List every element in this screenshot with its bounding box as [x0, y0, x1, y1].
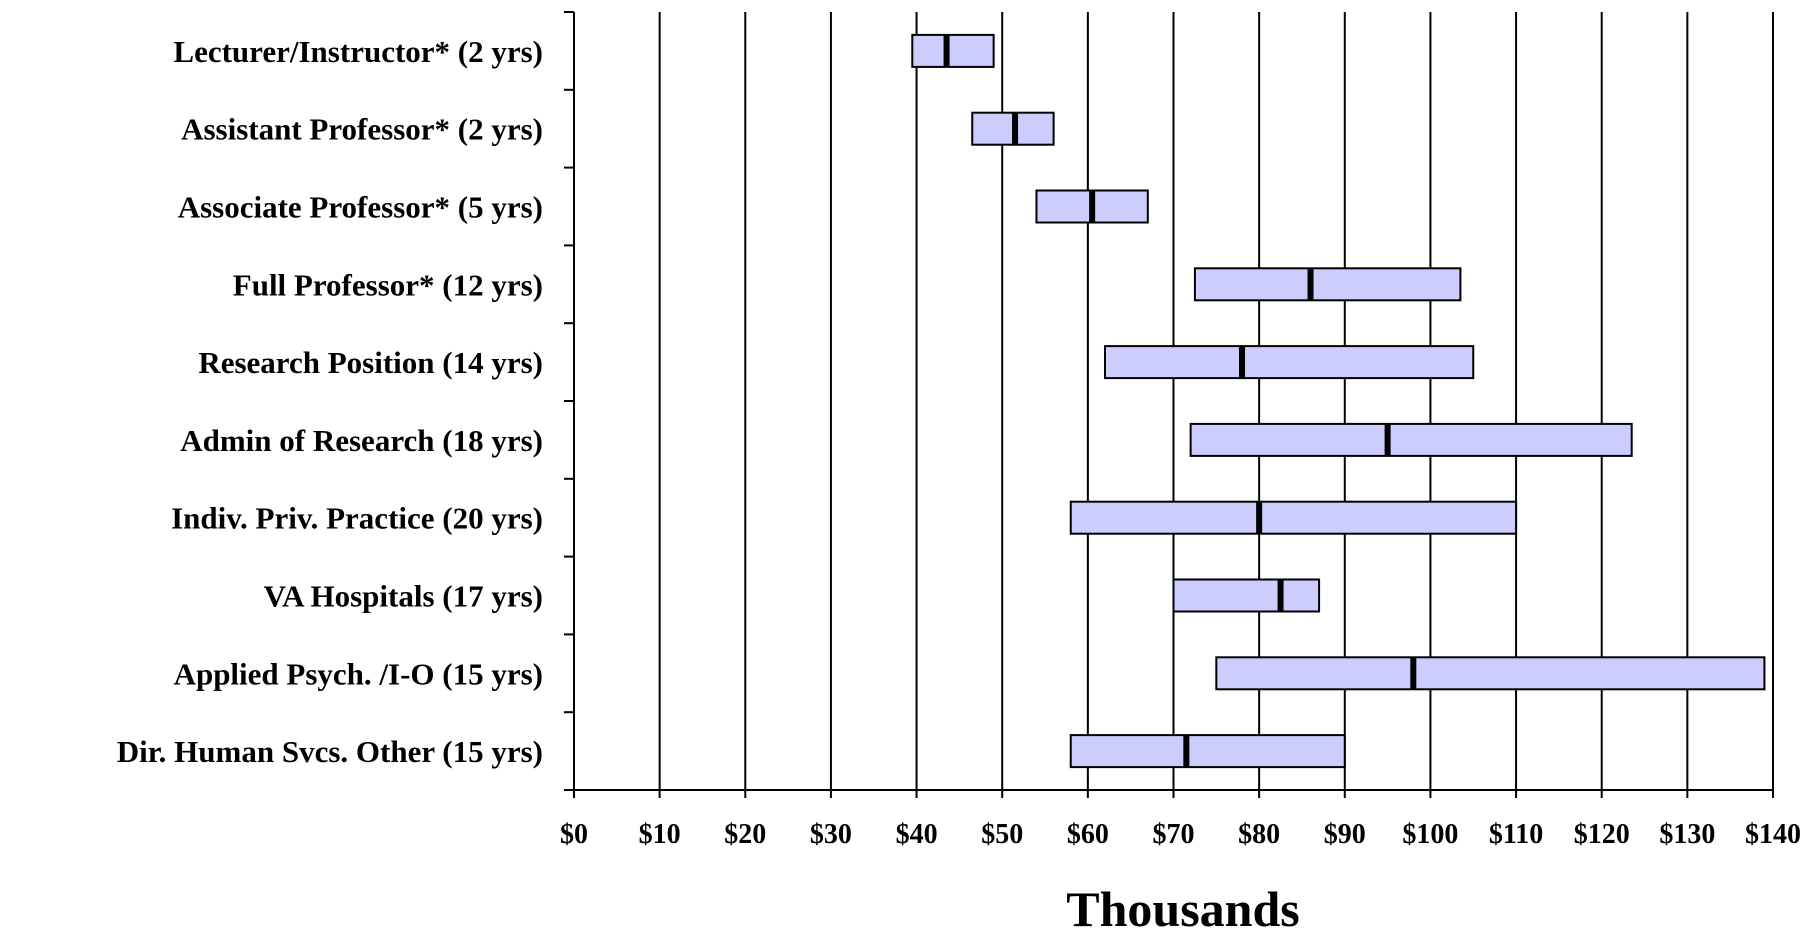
axes	[564, 11, 1774, 798]
x-tick-label: $110	[1489, 819, 1543, 850]
x-tick-label: $50	[981, 819, 1023, 850]
category-label: Applied Psych. /I-O (15 yrs)	[174, 656, 543, 691]
x-tick-label: $70	[1153, 819, 1195, 850]
category-label: Lecturer/Instructor* (2 yrs)	[173, 34, 543, 69]
category-label: Indiv. Priv. Practice (20 yrs)	[171, 501, 543, 536]
category-labels: Lecturer/Instructor* (2 yrs) Assistant Pr…	[117, 34, 543, 769]
category-label: Associate Professor* (5 yrs)	[178, 190, 543, 225]
range-bar	[1069, 500, 1518, 535]
range-bar	[911, 33, 995, 68]
x-tick-label: $10	[639, 819, 681, 850]
x-tick-label: $0	[560, 819, 588, 850]
category-label: Dir. Human Svcs. Other (15 yrs)	[117, 734, 543, 769]
category-label: Assistant Professor* (2 yrs)	[181, 112, 543, 147]
category-label: Admin of Research (18 yrs)	[180, 423, 543, 458]
range-bar	[1172, 578, 1321, 613]
x-tick-label: $20	[724, 819, 766, 850]
range-bar	[1193, 267, 1462, 302]
range-bar	[1189, 422, 1633, 457]
category-label: Research Position (14 yrs)	[198, 345, 543, 380]
x-tick-label: $90	[1324, 819, 1366, 850]
x-tick-label: $140	[1745, 819, 1801, 850]
range-bar	[1103, 345, 1475, 380]
x-tick-label: $100	[1402, 819, 1458, 850]
range-bar	[1069, 734, 1346, 769]
category-label: VA Hospitals (17 yrs)	[264, 579, 543, 614]
x-axis-title: Thousands	[1066, 881, 1300, 930]
x-tick-labels: $0 $10 $20 $30 $40 $50 $60 $70 $80 $90 $100 $110 $12…	[560, 819, 1801, 850]
x-tick-label: $60	[1067, 819, 1109, 850]
x-tick-label: $130	[1659, 819, 1715, 850]
category-label: Full Professor* (12 yrs)	[233, 267, 543, 302]
x-tick-label: $30	[810, 819, 852, 850]
range-bars	[911, 33, 1766, 769]
x-tick-label: $80	[1238, 819, 1280, 850]
range-bar	[1215, 656, 1766, 691]
x-tick-label: $40	[896, 819, 938, 850]
x-tick-label: $120	[1574, 819, 1630, 850]
